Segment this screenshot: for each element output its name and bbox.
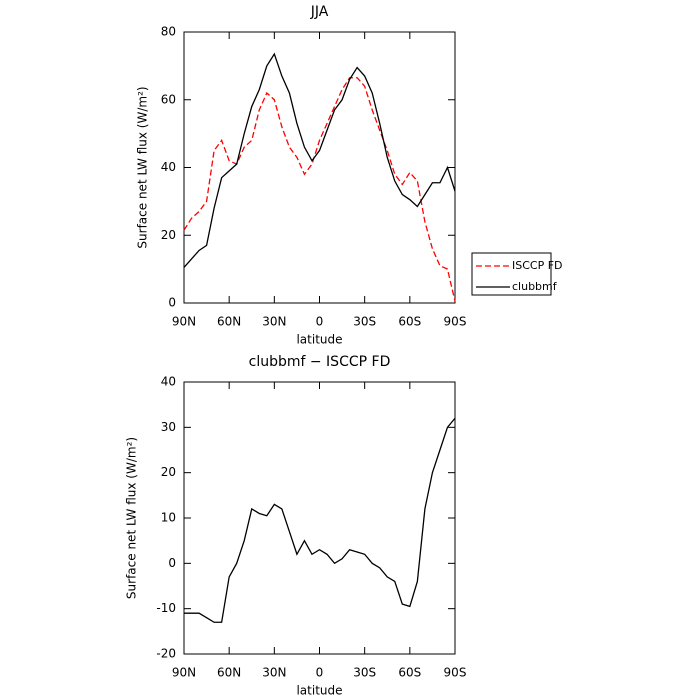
x-tick-label: 90S xyxy=(444,666,467,680)
x-tick-label: 90N xyxy=(172,315,196,329)
x-tick-label: 60N xyxy=(217,315,241,329)
y-tick-label: 80 xyxy=(161,25,176,39)
y-tick-label: 10 xyxy=(161,511,176,525)
y-tick-label: 60 xyxy=(161,92,176,106)
x-tick-label: 0 xyxy=(316,666,324,680)
y-axis-label: Surface net LW flux (W/m²) xyxy=(136,86,150,248)
y-tick-label: 20 xyxy=(161,465,176,479)
x-tick-label: 90N xyxy=(172,666,196,680)
x-tick-label: 30N xyxy=(262,666,286,680)
y-tick-label: 40 xyxy=(161,160,176,174)
data-line xyxy=(183,77,456,302)
y-tick-label: 0 xyxy=(168,556,176,570)
plot-frame xyxy=(183,381,456,655)
legend-box xyxy=(471,252,552,296)
x-tick-label: 90S xyxy=(444,315,467,329)
y-tick-label: 0 xyxy=(168,296,176,310)
chart-title: clubbmf − ISCCP FD xyxy=(249,354,391,370)
data-line xyxy=(183,52,456,268)
chart-title: JJA xyxy=(310,4,329,20)
x-tick-label: 30S xyxy=(353,666,376,680)
y-tick-label: 20 xyxy=(161,228,176,242)
x-tick-label: 30S xyxy=(353,315,376,329)
x-tick-label: 60S xyxy=(398,315,421,329)
plot-frame xyxy=(183,31,456,304)
y-tick-label: -10 xyxy=(156,601,176,615)
y-tick-label: -20 xyxy=(156,647,176,661)
x-tick-label: 30N xyxy=(262,315,286,329)
legend-label: ISCCP FD xyxy=(512,259,563,272)
y-tick-label: 30 xyxy=(161,420,176,434)
x-axis-label: latitude xyxy=(296,333,342,347)
y-axis-label: Surface net LW flux (W/m²) xyxy=(125,437,139,599)
x-tick-label: 60N xyxy=(217,666,241,680)
x-axis-label: latitude xyxy=(296,684,342,698)
x-tick-label: 60S xyxy=(398,666,421,680)
data-line xyxy=(184,417,456,623)
y-tick-label: 40 xyxy=(161,375,176,389)
x-tick-label: 0 xyxy=(316,315,324,329)
legend-label: clubbmf xyxy=(512,280,558,293)
